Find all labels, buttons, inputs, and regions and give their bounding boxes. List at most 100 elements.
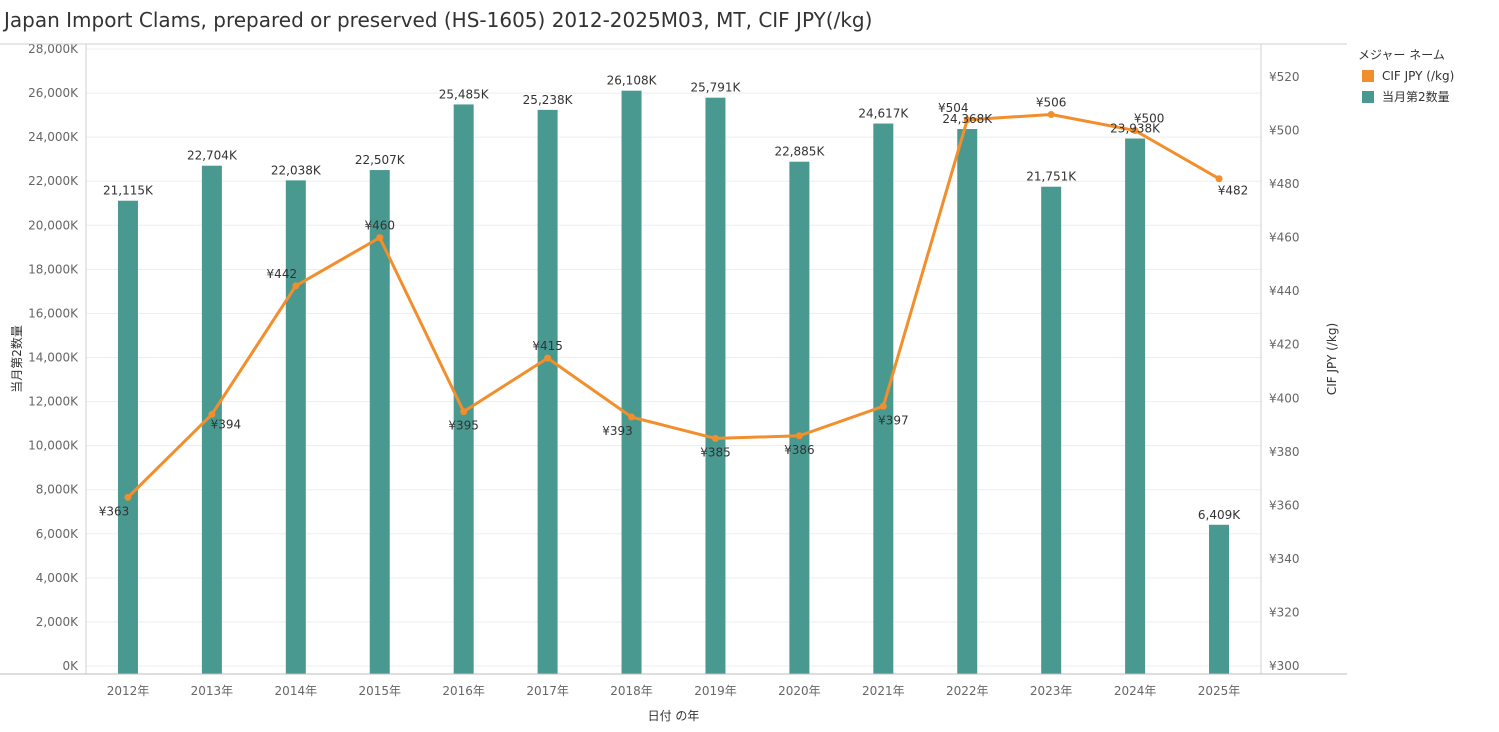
legend-label-quantity: 当月第2数量: [1382, 90, 1450, 104]
left-tick-label: 8,000K: [36, 483, 79, 497]
line-value-label: ¥363: [99, 504, 130, 518]
right-tick-label: ¥360: [1269, 498, 1300, 512]
bar-value-label: 24,368K: [942, 112, 993, 126]
left-tick-label: 10,000K: [28, 439, 79, 453]
bar-value-label: 25,238K: [523, 93, 574, 107]
bar: [705, 97, 726, 675]
bar-value-label: 26,108K: [607, 74, 658, 88]
x-tick-label: 2017年: [526, 684, 569, 698]
left-tick-label: 22,000K: [28, 174, 79, 188]
line-path: [126, 112, 1220, 499]
data-labels: 21,115K 22,704K 22,038K 22,507K 25,485K 25,23…: [99, 74, 1249, 522]
right-tick-label: ¥440: [1269, 284, 1300, 298]
right-tick-label: ¥460: [1269, 231, 1300, 245]
right-tick-label: ¥340: [1269, 552, 1300, 566]
bar: [453, 104, 474, 675]
line-series: [124, 110, 1223, 501]
bar: [1125, 138, 1146, 674]
bar: [201, 165, 222, 674]
line-value-label: ¥415: [532, 339, 563, 353]
line-point: [376, 234, 384, 242]
x-tick-label: 2021年: [862, 684, 905, 698]
line-point: [1215, 175, 1223, 183]
x-tick-label: 2012年: [107, 684, 150, 698]
line-point: [1047, 110, 1055, 118]
bar: [369, 170, 390, 674]
right-tick-label: ¥380: [1269, 445, 1300, 459]
line-value-label: ¥395: [448, 419, 479, 433]
line-point: [963, 116, 971, 124]
left-tick-label: 6,000K: [36, 527, 79, 541]
bar: [957, 129, 978, 675]
bar: [1209, 524, 1230, 674]
legend-swatch-quantity: [1362, 90, 1374, 103]
x-tick-label: 2018年: [610, 684, 653, 698]
right-tick-label: ¥320: [1269, 605, 1300, 619]
x-tick-label: 2024年: [1114, 684, 1157, 698]
legend-title: メジャー ネーム: [1358, 48, 1445, 62]
line-value-label: ¥500: [1134, 112, 1165, 126]
bar-value-label: 25,485K: [439, 87, 490, 101]
legend-swatch-cif: [1362, 70, 1374, 82]
x-tick-label: 2019年: [694, 684, 737, 698]
left-tick-label: 4,000K: [36, 571, 79, 585]
gridlines: [86, 48, 1261, 667]
legend: メジャー ネーム CIF JPY (/kg) 当月第2数量: [1358, 46, 1454, 110]
bar-value-label: 22,885K: [774, 145, 825, 159]
bar-series: [117, 90, 1230, 675]
bar-value-label: 22,507K: [355, 153, 406, 167]
legend-item-cif[interactable]: CIF JPY (/kg): [1358, 69, 1454, 83]
x-tick-label: 2020年: [778, 684, 821, 698]
legend-label-cif: CIF JPY (/kg): [1382, 69, 1455, 83]
right-tick-label: ¥300: [1269, 659, 1300, 673]
axes: 0K 2,000K 4,000K 6,000K 8,000K 10,000K 12,000K…: [0, 42, 1347, 723]
bar-value-label: 22,038K: [271, 163, 322, 177]
left-tick-label: 2,000K: [36, 615, 79, 629]
bar-value-label: 23,938K: [1110, 122, 1161, 136]
left-tick-label: 26,000K: [28, 86, 79, 100]
bar-value-label: 24,617K: [858, 107, 909, 121]
left-tick-label: 24,000K: [28, 130, 79, 144]
legend-item-quantity[interactable]: 当月第2数量: [1358, 88, 1454, 105]
bar: [285, 180, 306, 674]
line-point: [711, 434, 719, 442]
left-tick-label: 18,000K: [28, 262, 79, 276]
left-tick-label: 16,000K: [28, 306, 79, 320]
bar-value-label: 25,791K: [691, 81, 742, 95]
bar: [621, 90, 642, 674]
line-point: [124, 493, 132, 501]
line-point: [292, 282, 300, 290]
x-tick-label: 2023年: [1030, 684, 1073, 698]
bar-value-label: 21,751K: [1026, 170, 1077, 184]
line-value-label: ¥504: [938, 101, 969, 115]
bar: [789, 161, 810, 675]
line-value-label: ¥460: [364, 219, 395, 233]
line-point: [879, 402, 887, 410]
chart-canvas: 0K 2,000K 4,000K 6,000K 8,000K 10,000K 12,000K…: [0, 42, 1347, 723]
x-tick-label: 2013年: [191, 684, 234, 698]
bar-value-label: 21,115K: [103, 184, 154, 198]
line-point: [1131, 127, 1139, 135]
line-value-label: ¥385: [700, 445, 731, 459]
line-value-label: ¥386: [784, 443, 815, 457]
right-tick-label: ¥420: [1269, 338, 1300, 352]
line-value-label: ¥442: [267, 267, 298, 281]
left-tick-label: 28,000K: [28, 42, 79, 56]
left-tick-label: 12,000K: [28, 395, 79, 409]
bar: [873, 123, 894, 675]
right-tick-label: ¥500: [1269, 124, 1300, 138]
bar: [117, 200, 138, 675]
x-tick-label: 2016年: [442, 684, 485, 698]
left-tick-label: 0K: [62, 659, 79, 673]
line-point: [544, 354, 552, 362]
right-axis-title: CIF JPY (/kg): [1325, 323, 1339, 395]
line-value-label: ¥506: [1036, 95, 1067, 109]
right-tick-label: ¥400: [1269, 391, 1300, 405]
bar-value-label: 6,409K: [1198, 508, 1241, 522]
bar: [537, 109, 558, 674]
x-axis-title: 日付 の年: [648, 709, 700, 723]
left-tick-label: 20,000K: [28, 218, 79, 232]
line-point: [628, 413, 636, 421]
left-tick-label: 14,000K: [28, 351, 79, 365]
x-tick-label: 2015年: [358, 684, 401, 698]
